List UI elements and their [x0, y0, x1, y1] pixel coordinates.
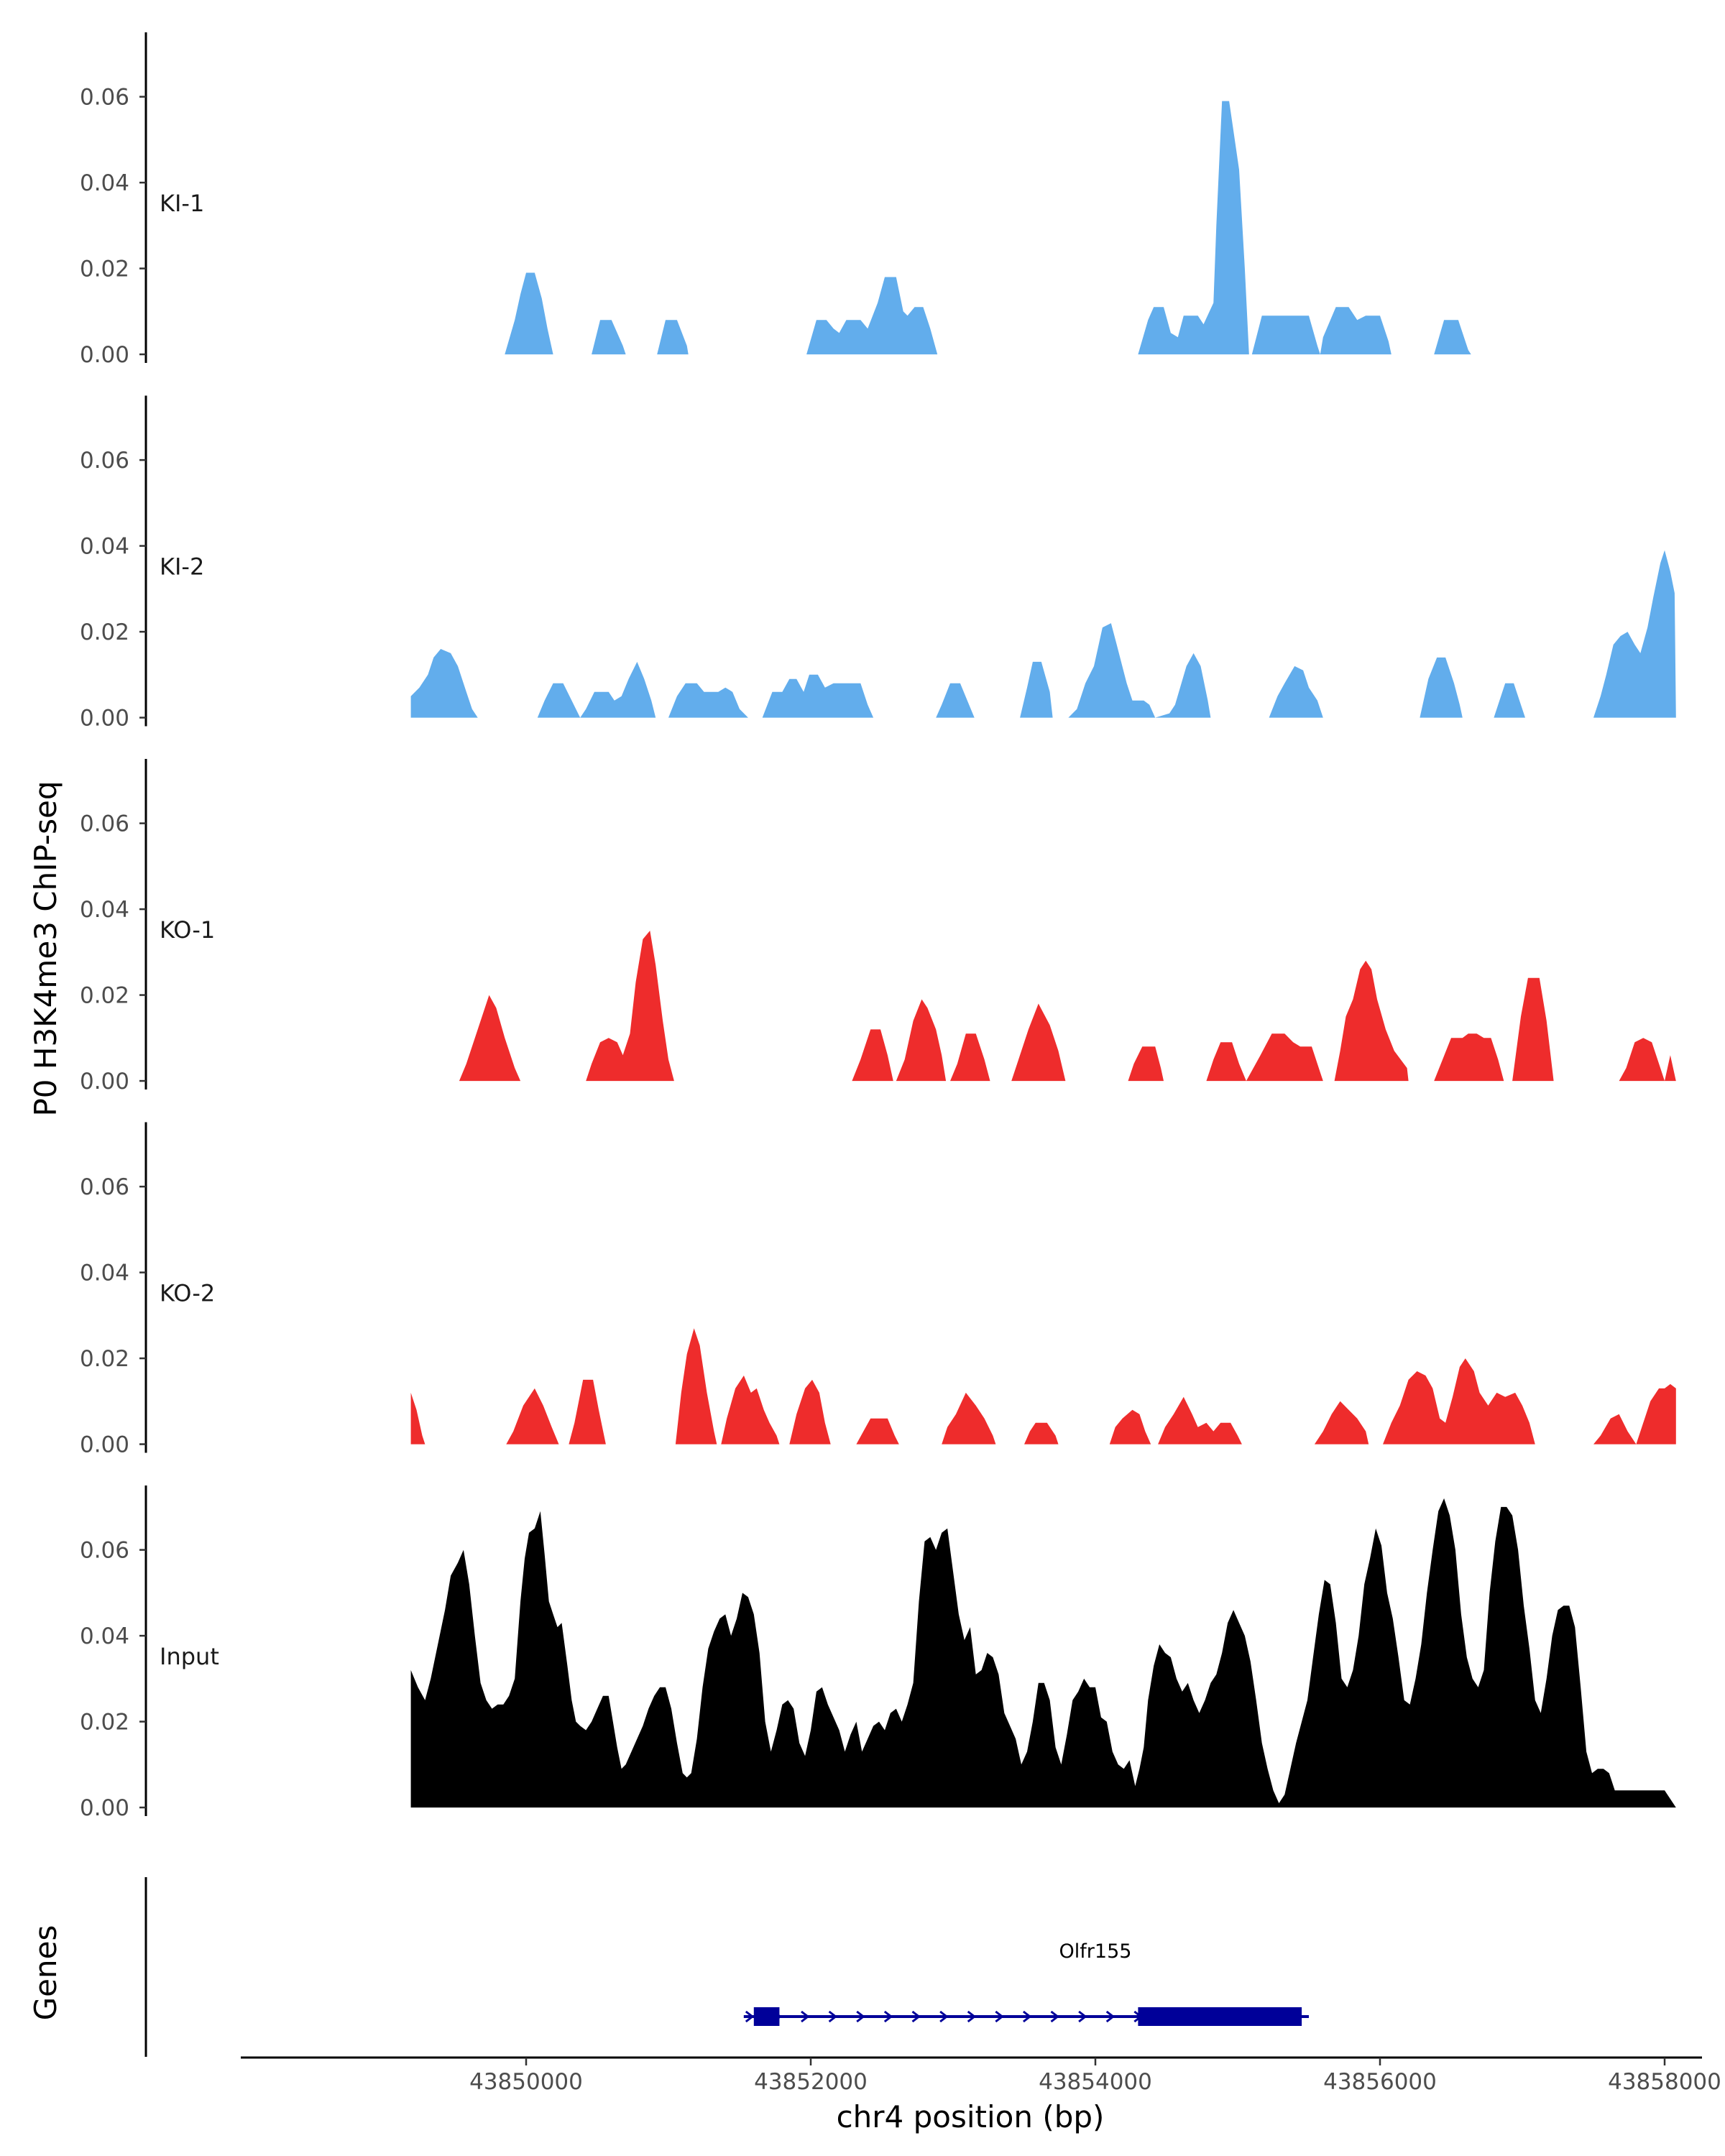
strand-arrow-icon	[801, 2010, 810, 2023]
signal-area	[505, 101, 1471, 355]
x-axis-title: chr4 position (bp)	[837, 2099, 1105, 2134]
y-tick-label: 0.06	[80, 448, 129, 474]
track-panel: 0.00 0.02 0.04 0.06 KI-2	[80, 395, 1676, 732]
track-panel: 0.00 0.02 0.04 0.06 Input	[80, 1485, 1676, 1821]
tracks-container: 0.00 0.02 0.04 0.06 KI-1 0.00 0.02 0.04 0.06 KI-2…	[80, 32, 1676, 1821]
track-label: KI-2	[160, 553, 204, 580]
x-tick-label: 43850000	[469, 2069, 583, 2095]
y-tick-label: 0.04	[80, 897, 129, 923]
gene-panel-title: Genes	[28, 1925, 63, 2021]
signal-area	[410, 550, 1676, 718]
y-tick-label: 0.04	[80, 534, 129, 560]
x-tick-label: 43858000	[1608, 2069, 1721, 2095]
y-tick-label: 0.02	[80, 257, 129, 282]
strand-arrow-icon	[856, 2010, 865, 2023]
gene-exon	[753, 2007, 780, 2026]
y-tick-label: 0.00	[80, 1795, 129, 1821]
x-tick-label: 43852000	[754, 2069, 868, 2095]
track-label: KO-2	[160, 1279, 215, 1307]
y-tick-label: 0.04	[80, 1261, 129, 1286]
y-tick-label: 0.06	[80, 1174, 129, 1200]
track-panel: 0.00 0.02 0.04 0.06 KI-1	[80, 32, 1471, 368]
strand-arrow-icon	[1022, 2010, 1032, 2023]
signal-area	[410, 1328, 1676, 1445]
y-tick-label: 0.04	[80, 170, 129, 196]
strand-arrow-icon	[911, 2010, 921, 2023]
y-tick-label: 0.02	[80, 1710, 129, 1736]
y-tick-label: 0.00	[80, 1069, 129, 1095]
gene-exon	[1138, 2007, 1302, 2026]
strand-arrow-icon	[939, 2010, 949, 2023]
y-tick-label: 0.02	[80, 983, 129, 1009]
y-tick-label: 0.00	[80, 342, 129, 368]
gene-panel: Olfr155	[144, 1877, 1309, 2057]
track-panel: 0.00 0.02 0.04 0.06 KO-1	[80, 759, 1676, 1095]
y-axis-title: P0 H3K4me3 ChIP-seq	[28, 780, 63, 1116]
strand-arrow-icon	[828, 2010, 838, 2023]
y-tick-label: 0.06	[80, 1538, 129, 1564]
strand-arrow-icon	[967, 2010, 977, 2023]
track-label: KI-1	[160, 190, 204, 217]
strand-arrow-icon	[995, 2010, 1004, 2023]
gene-name-label: Olfr155	[1059, 1940, 1132, 1963]
signal-area	[459, 931, 1676, 1082]
track-label: Input	[160, 1643, 219, 1670]
strand-arrow-icon	[1050, 2010, 1059, 2023]
y-tick-label: 0.06	[80, 85, 129, 111]
strand-arrow-icon	[883, 2010, 893, 2023]
strand-arrow-icon	[1105, 2010, 1116, 2023]
y-tick-label: 0.02	[80, 1346, 129, 1372]
signal-area	[410, 1498, 1676, 1808]
strand-arrow-icon	[1078, 2010, 1087, 2023]
x-axis: 43850000 43852000 43854000 43856000 43858000	[241, 2056, 1721, 2095]
x-tick-label: 43854000	[1039, 2069, 1152, 2095]
y-tick-label: 0.02	[80, 619, 129, 645]
y-tick-label: 0.06	[80, 811, 129, 837]
strand-arrow-icon	[745, 2010, 755, 2023]
track-label: KO-1	[160, 916, 215, 944]
y-tick-label: 0.00	[80, 1432, 129, 1458]
x-tick-label: 43856000	[1323, 2069, 1437, 2095]
y-tick-label: 0.00	[80, 706, 129, 732]
track-panel: 0.00 0.02 0.04 0.06 KO-2	[80, 1122, 1676, 1458]
y-tick-label: 0.04	[80, 1623, 129, 1649]
